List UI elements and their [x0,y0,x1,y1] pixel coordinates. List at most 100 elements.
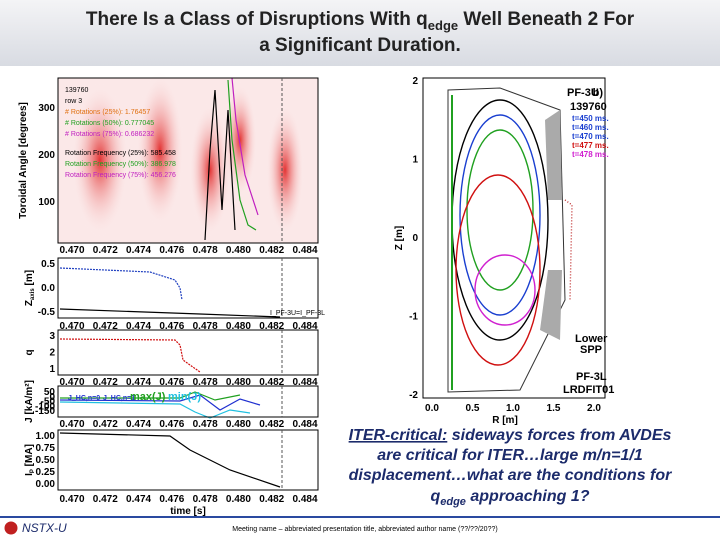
y-tick-label: 0.25 [36,467,56,478]
y-tick-label: -50 [41,397,56,408]
legend-entry: 139760 [65,87,88,94]
y-axis-label: Toroidal Angle [degrees] [18,102,29,219]
panel-frame [57,77,319,244]
x-tick-label: 0.482 [259,494,284,505]
x-tick-label: 0.470 [59,245,84,256]
time-label: t=477 ms. [572,141,609,150]
caption-text: sideways forces from AVDEs [447,427,671,444]
x-tick-label: 0.5 [466,403,480,414]
panel-frame [57,329,319,376]
pf3u-label: PF-3U [567,87,599,99]
x-tick-label: 0.478 [193,245,218,256]
logo-text: NSTX-U [22,521,67,535]
y-label-sub: P [30,469,36,473]
x-tick-label: 0.474 [126,321,151,332]
x-tick-label: 0.482 [259,321,284,332]
legend-entry: Rotation Frequency (75%): 456.276 [65,172,176,179]
j-legend-entry: max(J) [130,391,166,403]
y-tick-label: 1 [412,155,418,166]
y-label-main: Toroidal Angle [degrees] [18,102,29,219]
legend-entry: # Rotations (50%): 0.777045 [65,120,154,127]
x-tick-label: 0.474 [126,245,151,256]
y-tick-label: 0.75 [36,443,56,454]
y-tick-label: 0.0 [41,283,55,294]
pf-label: I_PF-3U=I_PF-3L [270,310,325,317]
x-tick-label: 1.0 [506,403,520,414]
plot-frame [422,77,606,399]
y-tick-label: 50 [44,387,56,398]
caption-sub: edge [440,496,466,508]
x-tick-label: 0.472 [93,494,118,505]
caption-underline: ITER-critical: [349,427,448,444]
y-label-unit: [MA] [24,444,35,469]
x-tick-label: 0.474 [126,419,151,430]
y-tick-label: -0.5 [38,307,56,318]
x-tick-label: 0.478 [193,321,218,332]
legend-entry: Rotation Frequency (25%): 585.458 [65,150,176,157]
j-legend-entry: min(J) [168,391,201,403]
time-label: t=460 ms. [572,123,609,132]
y-label-main: Z [24,300,35,306]
y-label-main: I [24,473,35,476]
x-tick-label: 0.470 [59,494,84,505]
y-tick-label: 300 [38,103,55,114]
time-label: t=450 ms. [572,114,609,123]
y-label-sub: axis [30,288,36,300]
legend-entry: Rotation Frequency (50%): 386.978 [65,161,176,168]
y-tick-label: 100 [38,197,55,208]
y-tick-label: -2 [409,390,418,401]
caption-line-4: qedge approaching 1? [430,488,589,508]
caption-line-1: ITER-critical: sideways forces from AVDE… [349,427,672,444]
legend-entry: # Rotations (25%): 1.76457 [65,109,150,116]
caption-text: q [430,488,440,505]
x-tick-label: 0.482 [259,377,284,388]
y-tick-label: 2 [49,348,55,359]
x-tick-label: 0.478 [193,377,218,388]
y-tick-label: 0 [412,233,418,244]
equilibrium [423,78,605,398]
pf3l-label: PF-3L [576,371,607,383]
panel-frame [57,429,319,491]
x-tick-label: 0.472 [93,245,118,256]
x-tick-label: 0.482 [259,419,284,430]
x-tick-label: 0.484 [292,245,317,256]
shot-label: 139760 [570,101,607,113]
x-tick-label: 0.472 [93,419,118,430]
y-tick-label: 0.00 [36,479,56,490]
heatmap [58,70,318,243]
header-band [0,0,720,66]
j-legend-entry: J_HC,n=0 [68,395,100,402]
y-tick-label: 1.00 [36,431,56,442]
y-axis-label: q [24,349,35,355]
y-tick-label: 1 [49,364,55,375]
title-line-2: a Significant Duration. [259,35,461,56]
traces [59,267,281,488]
x-tick-label: 0.484 [292,377,317,388]
y-label-main: J [24,417,35,423]
caption-text: approaching 1? [466,488,590,505]
time-label: t=478 ms. [572,150,609,159]
caption-line-3: displacement…what are the conditions for [349,467,672,484]
x-tick-label: 0.474 [126,494,151,505]
x-tick-label: 0.478 [193,494,218,505]
y-tick-label: 200 [38,150,55,161]
y-axis-label: IP [MA] [24,444,36,476]
x-tick-label: 0.476 [159,245,184,256]
x-tick-label: 0.484 [292,494,317,505]
y-label-unit: [m] [24,270,35,288]
title-sub: edge [428,18,458,33]
x-tick-label: 0.484 [292,419,317,430]
x-axis-label: time [s] [170,506,206,517]
caption-line-2: are critical for ITER…large m/n=1/1 [377,447,643,464]
code-label: LRDFIT01 [563,384,614,396]
x-tick-label: 0.476 [159,377,184,388]
y-tick-label: 3 [49,331,55,342]
x-axis-label: R [m] [492,415,518,426]
title-line-1: There Is a Class of Disruptions With qed… [86,9,635,33]
y-tick-label: -1 [409,312,418,323]
x-tick-label: 0.484 [292,321,317,332]
lower-spp: SPP [580,344,602,356]
y-tick-label: 0.5 [41,259,55,270]
j-legend-entry: J_HC,n=1 [103,395,135,402]
